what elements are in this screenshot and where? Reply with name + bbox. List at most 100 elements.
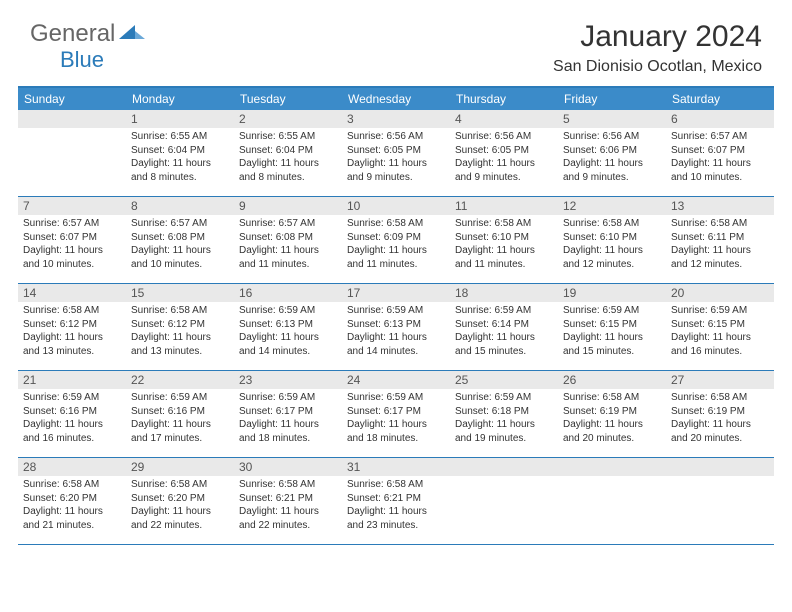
day-cell: 29Sunrise: 6:58 AMSunset: 6:20 PMDayligh… bbox=[126, 458, 234, 544]
day-details: Sunrise: 6:58 AMSunset: 6:21 PMDaylight:… bbox=[342, 476, 450, 536]
day-number: 27 bbox=[666, 371, 774, 389]
daylight-text: Daylight: 11 hours and 14 minutes. bbox=[239, 331, 337, 358]
sunrise-text: Sunrise: 6:57 AM bbox=[239, 217, 337, 231]
day-number: 25 bbox=[450, 371, 558, 389]
day-details: Sunrise: 6:58 AMSunset: 6:20 PMDaylight:… bbox=[126, 476, 234, 536]
sunrise-text: Sunrise: 6:57 AM bbox=[671, 130, 769, 144]
sunrise-text: Sunrise: 6:55 AM bbox=[131, 130, 229, 144]
week-row: 28Sunrise: 6:58 AMSunset: 6:20 PMDayligh… bbox=[18, 458, 774, 545]
sunset-text: Sunset: 6:05 PM bbox=[347, 144, 445, 158]
day-number: 14 bbox=[18, 284, 126, 302]
sunset-text: Sunset: 6:06 PM bbox=[563, 144, 661, 158]
day-number: 30 bbox=[234, 458, 342, 476]
day-number: 2 bbox=[234, 110, 342, 128]
day-cell: 24Sunrise: 6:59 AMSunset: 6:17 PMDayligh… bbox=[342, 371, 450, 457]
sunrise-text: Sunrise: 6:58 AM bbox=[239, 478, 337, 492]
empty-day-header bbox=[450, 458, 558, 476]
sunrise-text: Sunrise: 6:58 AM bbox=[455, 217, 553, 231]
sunrise-text: Sunrise: 6:59 AM bbox=[347, 391, 445, 405]
day-details: Sunrise: 6:56 AMSunset: 6:05 PMDaylight:… bbox=[450, 128, 558, 188]
sunset-text: Sunset: 6:13 PM bbox=[239, 318, 337, 332]
day-details: Sunrise: 6:57 AMSunset: 6:07 PMDaylight:… bbox=[666, 128, 774, 188]
day-cell: 10Sunrise: 6:58 AMSunset: 6:09 PMDayligh… bbox=[342, 197, 450, 283]
sunset-text: Sunset: 6:07 PM bbox=[23, 231, 121, 245]
day-cell: 23Sunrise: 6:59 AMSunset: 6:17 PMDayligh… bbox=[234, 371, 342, 457]
daylight-text: Daylight: 11 hours and 11 minutes. bbox=[455, 244, 553, 271]
sunset-text: Sunset: 6:08 PM bbox=[131, 231, 229, 245]
sunset-text: Sunset: 6:17 PM bbox=[347, 405, 445, 419]
sunset-text: Sunset: 6:08 PM bbox=[239, 231, 337, 245]
day-details: Sunrise: 6:58 AMSunset: 6:09 PMDaylight:… bbox=[342, 215, 450, 275]
day-number: 6 bbox=[666, 110, 774, 128]
day-number: 26 bbox=[558, 371, 666, 389]
weekday-header: Monday bbox=[126, 88, 234, 110]
sunrise-text: Sunrise: 6:55 AM bbox=[239, 130, 337, 144]
sunrise-text: Sunrise: 6:58 AM bbox=[23, 304, 121, 318]
day-number: 20 bbox=[666, 284, 774, 302]
day-cell: 28Sunrise: 6:58 AMSunset: 6:20 PMDayligh… bbox=[18, 458, 126, 544]
logo: General Blue bbox=[30, 20, 145, 48]
sunrise-text: Sunrise: 6:58 AM bbox=[563, 217, 661, 231]
sunrise-text: Sunrise: 6:59 AM bbox=[563, 304, 661, 318]
sunrise-text: Sunrise: 6:59 AM bbox=[239, 304, 337, 318]
daylight-text: Daylight: 11 hours and 8 minutes. bbox=[239, 157, 337, 184]
day-cell bbox=[18, 110, 126, 196]
sunrise-text: Sunrise: 6:59 AM bbox=[239, 391, 337, 405]
day-cell: 11 Sunrise: 6:58 AMSunset: 6:10 PMDayligh… bbox=[450, 197, 558, 283]
day-cell: 4Sunrise: 6:56 AMSunset: 6:05 PMDaylight… bbox=[450, 110, 558, 196]
daylight-text: Daylight: 11 hours and 20 minutes. bbox=[563, 418, 661, 445]
sunrise-text: Sunrise: 6:58 AM bbox=[671, 217, 769, 231]
daylight-text: Daylight: 11 hours and 16 minutes. bbox=[671, 331, 769, 358]
day-details: Sunrise: 6:59 AMSunset: 6:13 PMDaylight:… bbox=[342, 302, 450, 362]
day-cell: 1Sunrise: 6:55 AMSunset: 6:04 PMDaylight… bbox=[126, 110, 234, 196]
location-label: San Dionisio Ocotlan, Mexico bbox=[553, 58, 762, 76]
day-number: 1 bbox=[126, 110, 234, 128]
daylight-text: Daylight: 11 hours and 10 minutes. bbox=[131, 244, 229, 271]
daylight-text: Daylight: 11 hours and 9 minutes. bbox=[347, 157, 445, 184]
day-details: Sunrise: 6:56 AMSunset: 6:05 PMDaylight:… bbox=[342, 128, 450, 188]
calendar-body: 1Sunrise: 6:55 AMSunset: 6:04 PMDaylight… bbox=[18, 110, 774, 545]
sunrise-text: Sunrise: 6:58 AM bbox=[671, 391, 769, 405]
day-cell: 31Sunrise: 6:58 AMSunset: 6:21 PMDayligh… bbox=[342, 458, 450, 544]
sunset-text: Sunset: 6:18 PM bbox=[455, 405, 553, 419]
daylight-text: Daylight: 11 hours and 12 minutes. bbox=[563, 244, 661, 271]
day-details: Sunrise: 6:59 AMSunset: 6:13 PMDaylight:… bbox=[234, 302, 342, 362]
sunset-text: Sunset: 6:10 PM bbox=[455, 231, 553, 245]
day-number: 5 bbox=[558, 110, 666, 128]
day-details: Sunrise: 6:58 AMSunset: 6:10 PMDaylight:… bbox=[558, 215, 666, 275]
sunrise-text: Sunrise: 6:58 AM bbox=[563, 391, 661, 405]
daylight-text: Daylight: 11 hours and 13 minutes. bbox=[131, 331, 229, 358]
day-details: Sunrise: 6:56 AMSunset: 6:06 PMDaylight:… bbox=[558, 128, 666, 188]
sunset-text: Sunset: 6:15 PM bbox=[671, 318, 769, 332]
daylight-text: Daylight: 11 hours and 21 minutes. bbox=[23, 505, 121, 532]
daylight-text: Daylight: 11 hours and 18 minutes. bbox=[239, 418, 337, 445]
daylight-text: Daylight: 11 hours and 15 minutes. bbox=[455, 331, 553, 358]
day-cell: 5Sunrise: 6:56 AMSunset: 6:06 PMDaylight… bbox=[558, 110, 666, 196]
day-details: Sunrise: 6:58 AMSunset: 6:19 PMDaylight:… bbox=[558, 389, 666, 449]
daylight-text: Daylight: 11 hours and 11 minutes. bbox=[239, 244, 337, 271]
day-cell: 2Sunrise: 6:55 AMSunset: 6:04 PMDaylight… bbox=[234, 110, 342, 196]
daylight-text: Daylight: 11 hours and 14 minutes. bbox=[347, 331, 445, 358]
day-number: 16 bbox=[234, 284, 342, 302]
daylight-text: Daylight: 11 hours and 19 minutes. bbox=[455, 418, 553, 445]
sunset-text: Sunset: 6:15 PM bbox=[563, 318, 661, 332]
day-number: 11 bbox=[450, 197, 558, 215]
day-cell: 17Sunrise: 6:59 AMSunset: 6:13 PMDayligh… bbox=[342, 284, 450, 370]
sunrise-text: Sunrise: 6:59 AM bbox=[131, 391, 229, 405]
month-title: January 2024 bbox=[553, 20, 762, 54]
day-number: 12 bbox=[558, 197, 666, 215]
header: General Blue January 2024 San Dionisio O… bbox=[0, 0, 792, 86]
sunset-text: Sunset: 6:12 PM bbox=[23, 318, 121, 332]
day-number: 23 bbox=[234, 371, 342, 389]
sunrise-text: Sunrise: 6:59 AM bbox=[455, 391, 553, 405]
sunset-text: Sunset: 6:16 PM bbox=[23, 405, 121, 419]
day-details: Sunrise: 6:59 AMSunset: 6:17 PMDaylight:… bbox=[342, 389, 450, 449]
day-cell: 25 Sunrise: 6:59 AMSunset: 6:18 PMDayligh… bbox=[450, 371, 558, 457]
day-cell: 12Sunrise: 6:58 AMSunset: 6:10 PMDayligh… bbox=[558, 197, 666, 283]
sunset-text: Sunset: 6:20 PM bbox=[131, 492, 229, 506]
week-row: 14 Sunrise: 6:58 AMSunset: 6:12 PM Dayligh… bbox=[18, 284, 774, 371]
daylight-text: Daylight: 11 hours and 9 minutes. bbox=[563, 157, 661, 184]
day-cell: 14Sunrise: 6:58 AMSunset: 6:12 PMDayligh… bbox=[18, 284, 126, 370]
weekday-header: Friday bbox=[558, 88, 666, 110]
day-cell: 7Sunrise: 6:57 AMSunset: 6:07 PMDaylight… bbox=[18, 197, 126, 283]
